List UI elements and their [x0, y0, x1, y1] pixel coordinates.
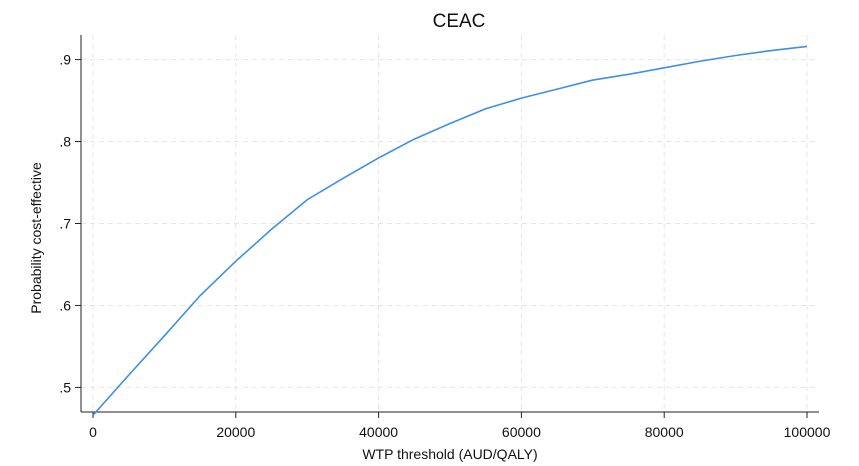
x-tick-label: 80000: [645, 424, 684, 440]
x-axis-title: WTP threshold (AUD/QALY): [362, 446, 537, 462]
grid-lines: [81, 35, 819, 412]
tick-labels: 0 20000 40000 60000 80000 100000 .5 .6 .7 .8 .9: [59, 52, 830, 440]
y-tick-label: .8: [59, 134, 71, 150]
y-tick-label: .6: [59, 297, 71, 313]
axes: [75, 35, 819, 418]
chart-title: CEAC: [433, 11, 486, 32]
x-tick-label: 0: [89, 424, 97, 440]
x-tick-label: 40000: [359, 424, 398, 440]
ceac-curve: [92, 45, 808, 416]
x-tick-label: 60000: [502, 424, 541, 440]
y-tick-label: .5: [59, 379, 71, 395]
x-tick-label: 20000: [216, 424, 255, 440]
y-tick-label: .9: [59, 52, 71, 68]
series-layer: [92, 45, 808, 416]
y-axis-title: Probability cost-effective: [28, 162, 44, 314]
x-tick-label: 100000: [784, 424, 831, 440]
y-tick-label: .7: [59, 216, 71, 232]
